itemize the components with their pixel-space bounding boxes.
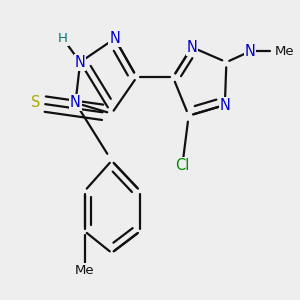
Text: S: S [32, 95, 41, 110]
Text: N: N [109, 31, 120, 46]
Text: N: N [70, 95, 81, 110]
Text: H: H [58, 32, 68, 45]
Text: N: N [219, 98, 230, 112]
Text: N: N [186, 40, 197, 55]
Text: Me: Me [75, 263, 95, 277]
Text: N: N [75, 55, 86, 70]
Text: Me: Me [275, 45, 295, 58]
Text: Cl: Cl [175, 158, 190, 172]
Text: N: N [244, 44, 255, 59]
